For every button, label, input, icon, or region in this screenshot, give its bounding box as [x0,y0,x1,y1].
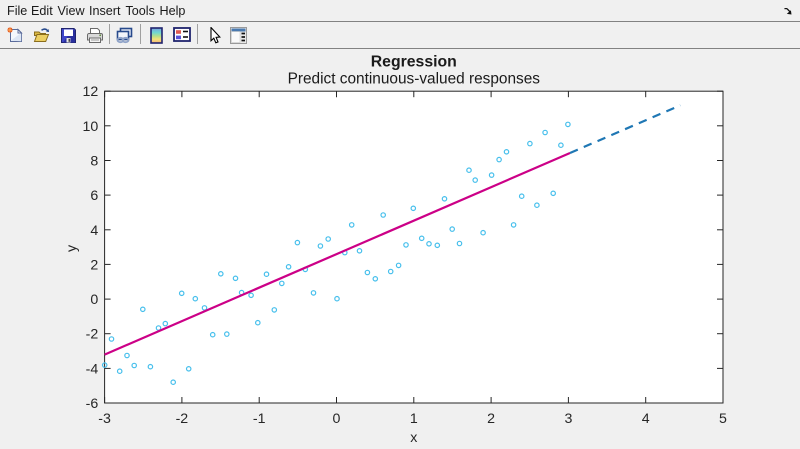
svg-text:12: 12 [83,84,99,100]
svg-text:-2: -2 [86,327,99,343]
svg-text:2: 2 [487,411,495,427]
svg-text:x: x [410,430,417,446]
svg-text:1: 1 [410,411,418,427]
svg-text:0: 0 [90,292,98,308]
svg-text:y: y [64,244,80,252]
svg-text:Regression: Regression [371,54,457,71]
svg-text:3: 3 [564,411,572,427]
svg-text:6: 6 [90,188,98,204]
svg-text:4: 4 [642,411,650,427]
svg-text:10: 10 [83,119,99,135]
svg-text:Predict continuous-valued resp: Predict continuous-valued responses [288,71,541,88]
svg-text:-3: -3 [98,411,111,427]
svg-text:-2: -2 [176,411,189,427]
svg-text:-4: -4 [86,361,99,377]
svg-text:2: 2 [90,257,98,273]
svg-text:8: 8 [90,154,98,170]
svg-text:5: 5 [719,411,727,427]
svg-text:-6: -6 [86,396,99,412]
svg-text:4: 4 [90,223,98,239]
svg-text:-1: -1 [253,411,266,427]
svg-text:0: 0 [333,411,341,427]
